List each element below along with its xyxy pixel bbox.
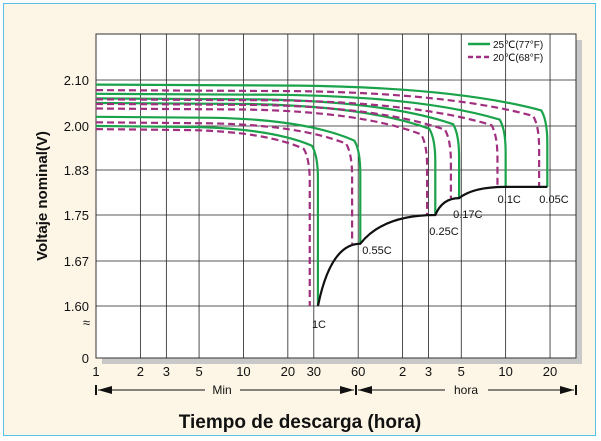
range-label-min: Min [212,383,231,397]
x-tick-label: 20 [281,364,295,379]
c-rate-label: 0.05C [539,194,568,206]
range-arrows: Min hora [95,383,577,397]
y-tick-label: 2.10 [64,73,89,88]
grid [96,34,576,358]
x-tick-label: 3 [163,364,170,379]
y-tick-label: 1.67 [64,254,89,269]
range-label-hora: hora [454,383,478,397]
c-rate-label: 0.55C [362,245,391,257]
curves: 1C 0.55C 0.25C 0.17C 0.1C 0.05C [95,83,569,331]
x-tick-label: 5 [195,364,202,379]
curve-20c-0.05C [95,89,541,187]
y-tick-label: 2.00 [64,119,89,134]
x-axis-title: Tiempo de descarga (hora) [179,412,422,433]
x-tick-label: 2 [399,364,406,379]
curve-25c-0.55C [95,115,362,244]
y-tick-label: 1.75 [64,208,89,223]
x-tick-label: 1 [92,364,99,379]
x-tick-label: 20 [543,364,557,379]
c-rate-label: 0.1C [498,194,521,206]
curve-20c-0.17C [95,102,453,199]
legend: 25℃(77°F) 20℃(68°F) [468,40,543,64]
end-voltage-curve [316,185,548,307]
curve-20c-0.55C [95,121,354,244]
curve-25c-0.1C [95,92,507,187]
tick-labels: 1 2 3 5 10 20 30 60 2 3 5 10 20 2.10 2.00 1.83 1.75 1.67 1… [64,73,558,379]
x-tick-label: 3 [425,364,432,379]
x-tick-label: 60 [351,364,365,379]
curve-20c-0.25C [95,107,429,215]
y-tick-label: 1.83 [64,163,89,178]
x-tick-label: 5 [458,364,465,379]
legend-label: 20℃(68°F) [493,53,543,64]
c-rate-label: 0.17C [453,209,482,221]
x-tick-label: 2 [137,364,144,379]
curve-20c-0.1C [95,98,499,187]
y-tick-label: 0 [82,351,89,366]
x-tick-label: 10 [498,364,512,379]
curve-20c-1C [95,128,311,306]
y-axis-break: ≈ [83,315,90,330]
y-axis-title: Voltaje nominal(V) [34,131,51,261]
c-rate-label: 0.25C [429,226,458,238]
c-rate-label: 1C [312,319,326,331]
y-tick-label: 1.60 [64,299,89,314]
plot-area [95,33,577,359]
curve-25c-1C [95,124,320,306]
x-tick-label: 10 [236,364,250,379]
curve-25c-0.25C [95,101,437,215]
legend-label: 25℃(77°F) [493,40,543,51]
x-tick-label: 30 [307,364,321,379]
curve-25c-0.05C [95,83,549,187]
